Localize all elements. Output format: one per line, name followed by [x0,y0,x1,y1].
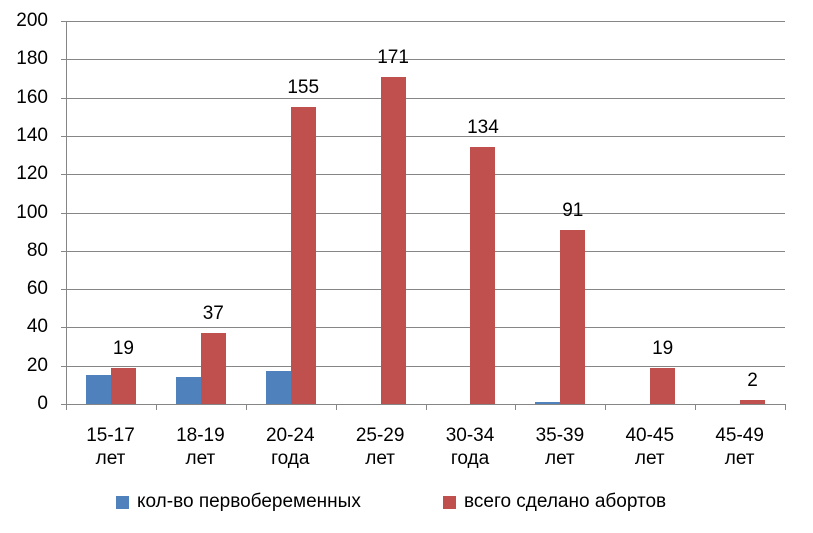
data-label: 19 [112,337,134,359]
x-tick [515,404,516,410]
x-tick [785,404,786,410]
gridline [61,404,785,405]
legend-swatch [116,495,129,509]
x-category-label: 40-45 лет [625,425,675,469]
data-label: 171 [377,46,409,68]
bar-total-abortions [110,367,136,404]
y-tick-label: 160 [16,86,48,108]
bar-total-abortions [650,367,676,404]
x-tick [156,404,157,410]
y-tick-label: 120 [16,163,48,185]
bar-total-abortions [740,400,766,404]
bar-total-abortions [380,76,406,404]
x-category-label: 45-49 лет [715,425,764,469]
gridline [61,327,785,328]
x-category-label: 25-29 лет [355,425,405,469]
gridline [61,59,785,60]
y-tick-label: 100 [16,201,48,223]
gridline [61,213,785,214]
bar-first-pregnancies [85,375,111,404]
gridline [61,98,785,99]
gridline [61,174,785,175]
y-tick-label: 60 [26,278,48,300]
gridline [61,366,785,367]
gridline [61,21,785,22]
legend-swatch [443,495,456,509]
x-category-label: 18-19 лет [176,425,225,469]
bar-total-abortions [290,107,316,404]
legend-label: кол-во первобеременных [137,491,361,512]
x-category-label: 15-17 лет [86,425,135,469]
legend-label: всего сделано абортов [464,491,667,512]
data-label: 2 [747,370,758,392]
data-label: 91 [562,199,584,221]
x-tick [66,404,67,410]
bar-total-abortions [200,333,226,404]
bar-first-pregnancies [535,402,561,404]
data-label: 134 [467,117,499,139]
bar-total-abortions [470,147,496,404]
data-label: 19 [652,337,674,359]
x-category-label: 30-34 года [445,425,495,469]
gridline [61,251,785,252]
gridline [61,289,785,290]
y-tick-label: 140 [16,124,48,146]
x-tick [246,404,247,410]
y-tick-label: 180 [16,48,48,70]
gridline [61,136,785,137]
bar-first-pregnancies [175,377,201,404]
y-tick-label: 40 [26,316,48,338]
y-tick-label: 0 [37,393,48,414]
y-tick-label: 20 [26,354,48,376]
data-label: 37 [202,303,224,325]
x-tick [695,404,696,410]
x-tick [336,404,337,410]
legend-item: всего сделано абортов [443,491,666,513]
y-tick-label: 200 [16,10,48,31]
y-axis [66,21,67,404]
legend-item: кол-во первобеременных [116,491,361,513]
data-label: 155 [287,77,320,99]
x-tick [426,404,427,410]
bar-first-pregnancies [265,371,291,404]
x-category-label: 35-39 лет [535,425,585,469]
x-tick [605,404,606,410]
bar-total-abortions [560,229,586,404]
x-category-label: 20-24 года [265,425,315,469]
y-tick-label: 80 [26,239,48,261]
